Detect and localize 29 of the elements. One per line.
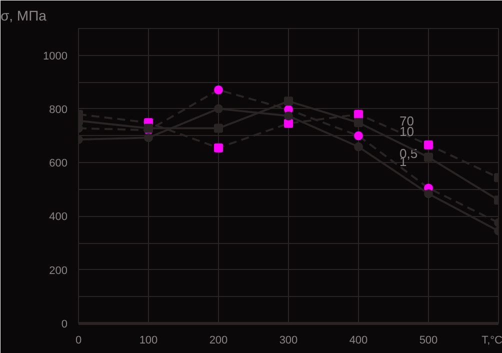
point [354, 142, 363, 152]
point [424, 189, 433, 198]
point [214, 85, 223, 94]
point [284, 118, 293, 128]
point [424, 140, 433, 150]
point [424, 152, 433, 162]
y-tick-label: 600 [49, 158, 68, 170]
y-tick-label: 200 [49, 264, 68, 277]
point [284, 96, 293, 106]
x-tick-label: 500 [419, 334, 438, 346]
y-axis-title: σ, МПа [0, 8, 47, 24]
x-tick-label: 100 [139, 334, 158, 346]
point [214, 124, 223, 133]
y-tick-label: 1000 [43, 50, 68, 62]
point [354, 110, 363, 119]
point [354, 118, 363, 128]
point [214, 104, 223, 114]
y-tick-label: 800 [49, 104, 68, 116]
point [284, 111, 293, 120]
point [214, 143, 223, 152]
y-tick-label: 0 [61, 318, 68, 330]
point [354, 131, 363, 140]
x-tick-label: 200 [209, 334, 228, 346]
x-tick-label: 0 [75, 334, 82, 346]
x-tick-label: 400 [349, 334, 368, 346]
x-tick-label: 300 [279, 334, 298, 346]
y-tick-label: 400 [49, 211, 68, 224]
x-tick-label: T,°C [482, 334, 502, 346]
point [144, 133, 153, 142]
